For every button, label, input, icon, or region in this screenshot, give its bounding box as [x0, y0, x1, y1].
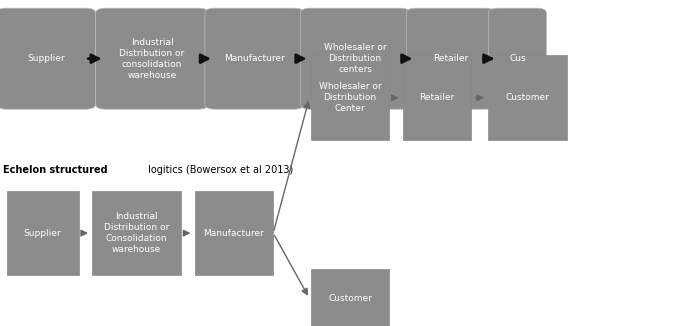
Text: logitics (Bowersox et al 2013): logitics (Bowersox et al 2013)	[145, 165, 293, 175]
Text: Echelon structured: Echelon structured	[3, 165, 108, 175]
Text: Retailer: Retailer	[419, 93, 455, 102]
Bar	[195, 191, 273, 275]
FancyBboxPatch shape	[205, 8, 304, 109]
FancyBboxPatch shape	[406, 8, 495, 109]
Bar	[7, 191, 79, 275]
Text: Customer: Customer	[505, 93, 550, 102]
Text: Industrial
Distribution or
Consolidation
warehouse: Industrial Distribution or Consolidation…	[104, 212, 169, 254]
Text: Industrial
Distribution or
consolidation
warehouse: Industrial Distribution or consolidation…	[120, 37, 184, 80]
Bar	[488, 55, 567, 140]
Text: Cus: Cus	[509, 54, 526, 63]
Text: Manufacturer: Manufacturer	[204, 229, 264, 238]
FancyBboxPatch shape	[301, 8, 410, 109]
Text: Supplier: Supplier	[24, 229, 61, 238]
FancyBboxPatch shape	[488, 8, 546, 109]
Text: Manufacturer: Manufacturer	[224, 54, 285, 63]
Text: Wholesaler or
Distribution
centers: Wholesaler or Distribution centers	[324, 43, 387, 74]
FancyBboxPatch shape	[0, 8, 96, 109]
Bar	[311, 55, 389, 140]
Bar	[311, 269, 389, 326]
Text: Retailer: Retailer	[433, 54, 469, 63]
Text: Customer: Customer	[328, 294, 372, 303]
Bar	[92, 191, 181, 275]
Bar	[403, 55, 471, 140]
FancyBboxPatch shape	[96, 8, 208, 109]
Text: Supplier: Supplier	[27, 54, 65, 63]
Text: Wholesaler or
Distribution
Center: Wholesaler or Distribution Center	[319, 82, 381, 113]
